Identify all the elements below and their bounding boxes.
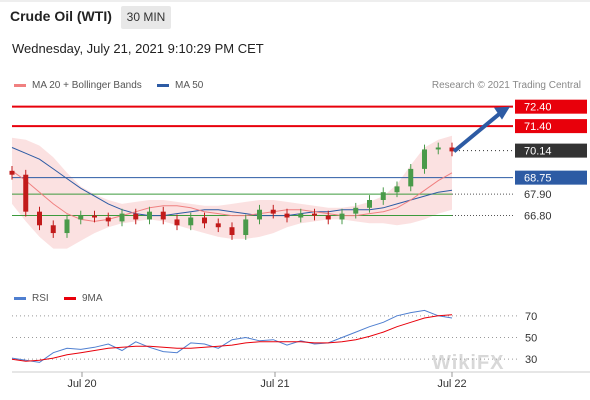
candle-body [174,219,180,226]
candle-body [133,213,139,220]
candle-body [449,147,455,152]
level-label-68.75: 68.75 [524,173,552,185]
ma9-swatch [64,297,76,300]
candle-body [37,211,42,226]
rsi-tick-50: 50 [525,333,537,345]
rsi-tick-70: 70 [525,311,537,323]
candle-body [312,213,317,216]
chart-title: Crude Oil (WTI) [10,8,112,24]
level-tag-70.14 [515,143,587,158]
candle-body [50,225,56,234]
legend-ma9: 9MA [64,293,103,304]
legend-rsi: RSI [14,293,49,304]
candle-body [64,219,70,234]
candle-body [188,217,194,226]
legend-ma20-label: MA 20 + Bollinger Bands [32,80,142,91]
candle-body [367,200,372,208]
candle-body [229,227,235,235]
level-label-71.40: 71.40 [524,121,552,133]
legend-ma9-label: 9MA [82,293,103,304]
candle-body [147,211,152,220]
candle-body [380,192,386,200]
watermark: WikiFX [432,352,505,374]
level-tag-72.40 [515,99,587,114]
legend-ma50: MA 50 [157,80,203,91]
candle-body [202,217,207,224]
rsi-swatch [14,297,26,300]
candle-body [92,215,97,218]
candle-body [270,209,276,214]
datetime-label: Wednesday, July 21, 2021 9:10:29 PM CET [12,41,264,56]
legend-rsi-label: RSI [32,293,49,304]
forecast-arrow-head [494,106,510,120]
timeframe-badge[interactable]: 30 MIN [121,6,171,29]
credit-label: Research © 2021 Trading Central [431,80,581,91]
x-tick-label-Jul-22: Jul 22 [437,378,466,390]
candle-body [257,209,262,220]
x-tick-label-Jul-21: Jul 21 [260,378,289,390]
ma50-line [11,147,453,217]
candle-body [394,186,400,193]
candle-body [298,213,304,218]
candle-body [9,170,15,175]
candle-body [422,149,427,169]
candle-body [78,215,84,220]
level-label-72.40: 72.40 [524,102,552,114]
legend-ma20: MA 20 + Bollinger Bands [14,80,142,91]
level-label-67.90: 67.90 [524,189,552,201]
level-tag-71.40 [515,119,587,134]
forecast-arrow [452,110,504,153]
candle-body [325,215,331,220]
candle-body [284,213,290,218]
candle-body [243,219,249,235]
candle-body [105,217,111,222]
candle-body [353,207,359,214]
rsi-tick-30: 30 [525,354,537,366]
x-tick-label-Jul-20: Jul 20 [67,378,96,390]
ma20-line [11,170,453,222]
candle-body [339,213,345,220]
legend-ma50-label: MA 50 [175,80,204,91]
candle-body [215,223,221,228]
candle-body [119,213,125,222]
level-label-70.14: 70.14 [524,146,552,158]
level-label-66.80: 66.80 [524,211,552,223]
ma50-swatch [157,84,169,87]
candle-body [435,147,441,150]
candle-body [160,211,166,220]
ma20-swatch [14,84,26,87]
candle-body [23,174,29,212]
rsi-line [11,309,453,363]
candle-body [408,168,414,187]
level-tag-68.75 [515,170,587,185]
rsi-ma9-line [11,314,453,362]
